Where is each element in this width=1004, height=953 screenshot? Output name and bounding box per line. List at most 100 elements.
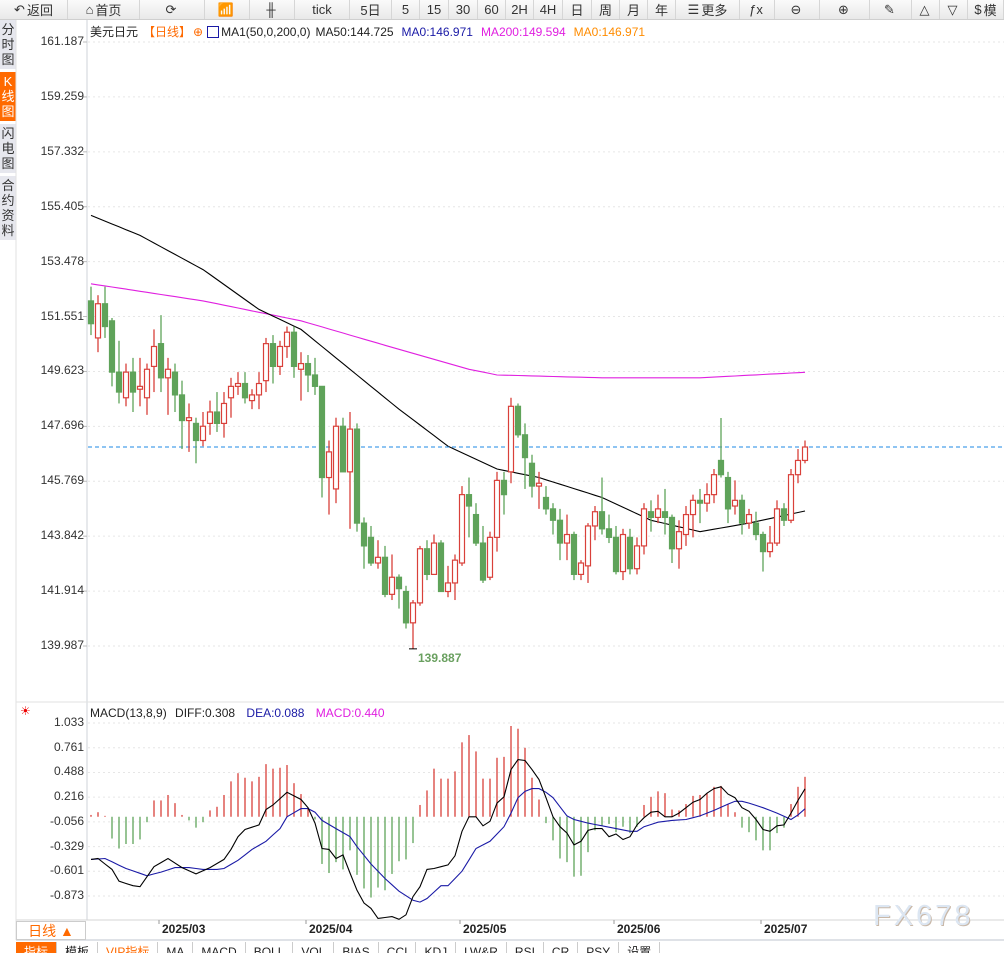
candle-up[interactable] bbox=[143, 368, 151, 399]
candle-down[interactable] bbox=[696, 499, 704, 504]
candle-down[interactable] bbox=[339, 425, 347, 473]
toolbar-button-15[interactable]: 15 bbox=[420, 0, 449, 19]
candle-up[interactable] bbox=[458, 494, 466, 564]
candle-down[interactable] bbox=[549, 508, 557, 521]
toolbar-button-30[interactable]: 30 bbox=[449, 0, 478, 19]
candle-down[interactable] bbox=[360, 522, 368, 547]
sidebar-tab-0[interactable]: 分时图 bbox=[0, 20, 16, 69]
toolbar-button-refresh[interactable]: ⟳ bbox=[140, 0, 205, 19]
candle-up[interactable] bbox=[374, 556, 382, 564]
candle-up[interactable] bbox=[416, 548, 424, 604]
candle-up[interactable] bbox=[206, 411, 214, 425]
candle-down[interactable] bbox=[241, 382, 249, 399]
candle-down[interactable] bbox=[192, 422, 200, 442]
candle-up[interactable] bbox=[493, 479, 501, 538]
candle-down[interactable] bbox=[269, 343, 277, 368]
toolbar-button-日[interactable]: 日 bbox=[563, 0, 592, 19]
toolbar-button-zoom-out[interactable]: ⊖ bbox=[775, 0, 820, 19]
toolbar-button-tick[interactable]: tick bbox=[295, 0, 350, 19]
candle-up[interactable] bbox=[584, 525, 592, 567]
candle-down[interactable] bbox=[381, 556, 389, 595]
toolbar-button-5日[interactable]: 5日 bbox=[350, 0, 392, 19]
candle-up[interactable] bbox=[577, 562, 585, 576]
toolbar-button-bar-chart[interactable]: 📶 bbox=[205, 0, 250, 19]
candle-up[interactable] bbox=[535, 482, 543, 487]
sidebar-tab-3[interactable]: 合约资料 bbox=[0, 176, 16, 240]
candle-down[interactable] bbox=[752, 522, 760, 536]
candle-down[interactable] bbox=[759, 533, 767, 553]
candle-down[interactable] bbox=[157, 343, 165, 379]
candle-up[interactable] bbox=[255, 382, 263, 396]
candle-up[interactable] bbox=[199, 425, 207, 442]
candle-down[interactable] bbox=[500, 479, 508, 496]
candle-up[interactable] bbox=[234, 382, 242, 387]
candle-down[interactable] bbox=[395, 576, 403, 590]
candle-up[interactable] bbox=[94, 303, 102, 339]
candle-up[interactable] bbox=[451, 559, 459, 584]
candle-down[interactable] bbox=[304, 362, 312, 376]
candle-up[interactable] bbox=[591, 511, 599, 527]
candle-down[interactable] bbox=[570, 533, 578, 576]
candle-up[interactable] bbox=[640, 508, 648, 547]
candle-up[interactable] bbox=[150, 345, 158, 368]
indicator-tab-设置[interactable]: 设置 bbox=[619, 942, 661, 953]
indicator-tab-psy[interactable]: PSY bbox=[578, 942, 620, 953]
toolbar-button-pen[interactable]: ✎ bbox=[870, 0, 912, 19]
toolbar-button-5[interactable]: 5 bbox=[392, 0, 420, 19]
toolbar-button-home[interactable]: ⌂ 首页 bbox=[68, 0, 140, 19]
candle-down[interactable] bbox=[556, 519, 564, 544]
period-selector[interactable]: 日线 ▲ bbox=[16, 921, 86, 940]
candle-down[interactable] bbox=[626, 536, 634, 570]
candle-up[interactable] bbox=[801, 446, 809, 462]
add-icon[interactable]: ⊕ bbox=[193, 24, 204, 39]
candle-down[interactable] bbox=[514, 405, 522, 436]
indicator-tab-rsi[interactable]: RSI bbox=[506, 942, 544, 953]
candle-up[interactable] bbox=[444, 582, 452, 593]
candle-down[interactable] bbox=[367, 536, 375, 564]
indicator-tab-bias[interactable]: BIAS bbox=[334, 942, 379, 953]
candle-down[interactable] bbox=[465, 494, 473, 507]
candle-up[interactable] bbox=[675, 531, 683, 550]
indicator-tab-cci[interactable]: CCI bbox=[378, 942, 417, 953]
candle-up[interactable] bbox=[682, 513, 690, 536]
candle-up[interactable] bbox=[220, 402, 228, 425]
candle-up[interactable] bbox=[283, 331, 291, 348]
candle-down[interactable] bbox=[213, 411, 221, 425]
toolbar-button-triangle-up[interactable]: △ bbox=[912, 0, 940, 19]
candle-down[interactable] bbox=[108, 320, 116, 373]
candle-up[interactable] bbox=[486, 536, 494, 578]
candle-down[interactable] bbox=[402, 590, 410, 624]
candle-up[interactable] bbox=[794, 459, 802, 476]
candle-up[interactable] bbox=[619, 533, 627, 573]
candle-down[interactable] bbox=[528, 462, 536, 487]
toolbar-button-4H[interactable]: 4H bbox=[534, 0, 563, 19]
candle-down[interactable] bbox=[542, 496, 550, 510]
candle-down[interactable] bbox=[598, 511, 606, 530]
toolbar-button-2H[interactable]: 2H bbox=[506, 0, 534, 19]
candle-down[interactable] bbox=[668, 516, 676, 550]
candle-up[interactable] bbox=[710, 474, 718, 496]
candle-up[interactable] bbox=[507, 405, 515, 473]
candle-down[interactable] bbox=[178, 394, 186, 422]
indicator-tab-指标[interactable]: 指标 bbox=[16, 942, 58, 953]
indicator-tab-boll[interactable]: BOLL bbox=[245, 942, 294, 953]
candle-up[interactable] bbox=[563, 533, 571, 544]
candle-up[interactable] bbox=[633, 545, 641, 570]
candle-down[interactable] bbox=[472, 513, 480, 544]
indicator-tab-macd[interactable]: MACD bbox=[193, 942, 246, 953]
indicator-icon[interactable] bbox=[207, 25, 220, 38]
candle-up[interactable] bbox=[703, 494, 711, 504]
candle-down[interactable] bbox=[738, 499, 746, 524]
candle-down[interactable] bbox=[290, 331, 298, 368]
toolbar-button-月[interactable]: 月 bbox=[620, 0, 648, 19]
candle-up[interactable] bbox=[227, 385, 235, 399]
period-label[interactable]: 【日线】 bbox=[143, 25, 192, 39]
candle-down[interactable] bbox=[661, 511, 669, 519]
candle-up[interactable] bbox=[136, 385, 144, 390]
candle-up[interactable] bbox=[654, 508, 662, 519]
candle-down[interactable] bbox=[318, 385, 326, 479]
candle-down[interactable] bbox=[311, 374, 319, 387]
candle-down[interactable] bbox=[353, 428, 361, 524]
candle-down[interactable] bbox=[479, 542, 487, 581]
